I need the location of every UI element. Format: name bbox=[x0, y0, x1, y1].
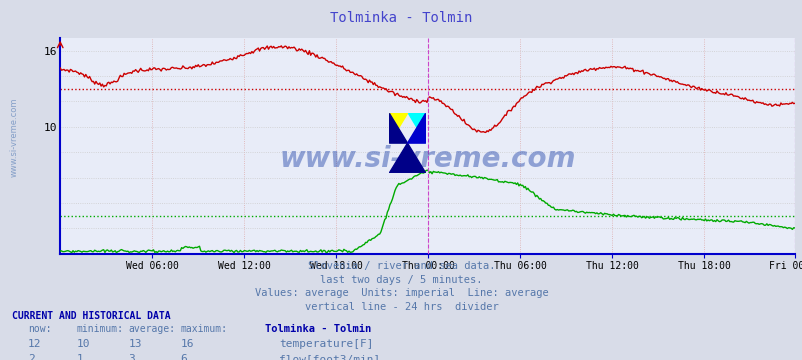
Polygon shape bbox=[389, 113, 407, 143]
Text: www.si-vreme.com: www.si-vreme.com bbox=[10, 97, 18, 176]
Text: last two days / 5 minutes.: last two days / 5 minutes. bbox=[320, 275, 482, 285]
Text: 13: 13 bbox=[128, 339, 142, 350]
Text: CURRENT AND HISTORICAL DATA: CURRENT AND HISTORICAL DATA bbox=[12, 311, 171, 321]
Text: now:: now: bbox=[28, 324, 51, 334]
Text: vertical line - 24 hrs  divider: vertical line - 24 hrs divider bbox=[304, 302, 498, 312]
Text: 12: 12 bbox=[28, 339, 42, 350]
Text: minimum:: minimum: bbox=[76, 324, 124, 334]
Text: 16: 16 bbox=[180, 339, 194, 350]
Text: 1: 1 bbox=[76, 354, 83, 360]
Polygon shape bbox=[389, 113, 407, 143]
Text: 10: 10 bbox=[76, 339, 90, 350]
Text: Tolminka - Tolmin: Tolminka - Tolmin bbox=[330, 11, 472, 25]
Text: maximum:: maximum: bbox=[180, 324, 228, 334]
Polygon shape bbox=[407, 113, 425, 143]
Text: 6: 6 bbox=[180, 354, 187, 360]
Polygon shape bbox=[389, 143, 425, 173]
Text: Values: average  Units: imperial  Line: average: Values: average Units: imperial Line: av… bbox=[254, 288, 548, 298]
Text: average:: average: bbox=[128, 324, 176, 334]
Text: 3: 3 bbox=[128, 354, 135, 360]
Polygon shape bbox=[407, 113, 425, 143]
Text: Slovenia / river and sea data.: Slovenia / river and sea data. bbox=[307, 261, 495, 271]
Text: Tolminka - Tolmin: Tolminka - Tolmin bbox=[265, 324, 371, 334]
Text: flow[foot3/min]: flow[foot3/min] bbox=[279, 354, 380, 360]
Text: 2: 2 bbox=[28, 354, 34, 360]
Text: temperature[F]: temperature[F] bbox=[279, 339, 374, 350]
Text: www.si-vreme.com: www.si-vreme.com bbox=[279, 145, 575, 173]
